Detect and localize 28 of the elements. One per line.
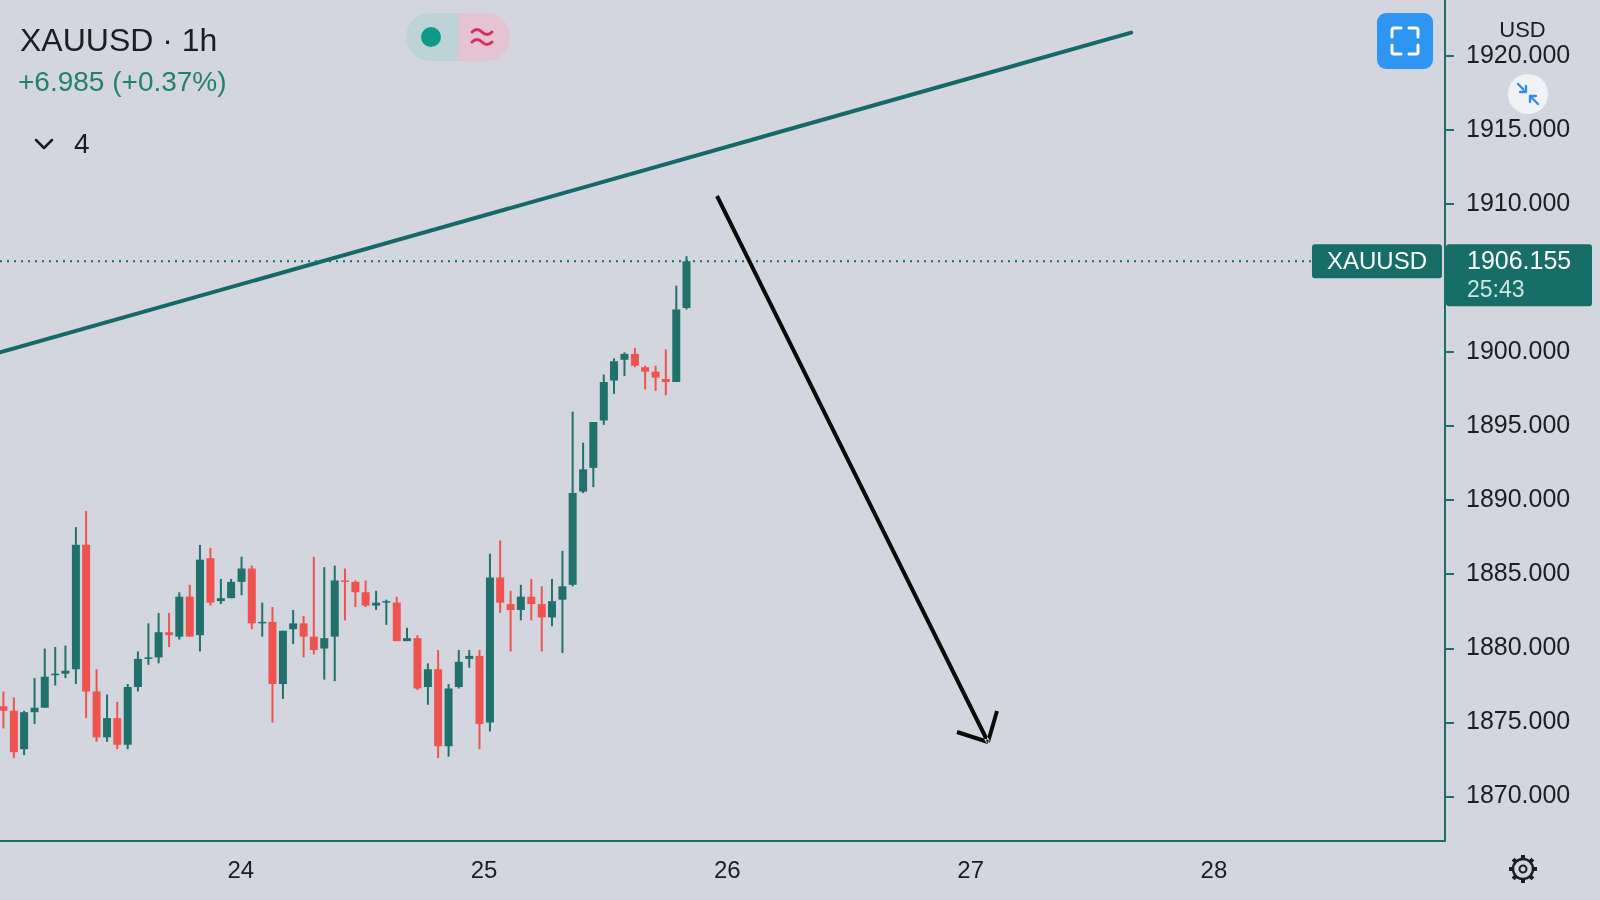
y-tick-label: 1915.000 <box>1466 114 1571 143</box>
x-tick-label: 25 <box>470 856 498 884</box>
candlestick <box>165 612 174 648</box>
y-tick-label: 1880.000 <box>1466 632 1571 661</box>
text: 25:43 <box>1467 275 1525 302</box>
x-tick-label: 28 <box>1200 856 1228 884</box>
candlestick <box>320 567 329 680</box>
ref-line-label: XAUUSD <box>1326 246 1428 274</box>
candlestick <box>382 599 391 625</box>
y-tick-label: 1885.000 <box>1466 558 1571 587</box>
text: +6.985 (+0.37%) <box>18 66 227 97</box>
y-tick-label: 1910.000 <box>1466 188 1571 217</box>
text: XAUUSD · 1h <box>20 22 218 58</box>
x-tick-label: 27 <box>957 856 984 884</box>
candlestick <box>661 349 670 396</box>
candlestick <box>144 623 153 665</box>
x-tick-label: 24 <box>227 856 255 884</box>
x-tick-label: 26 <box>714 856 741 884</box>
candlestick <box>340 568 349 621</box>
y-tick-label: 1900.000 <box>1466 336 1571 365</box>
y-tick-label: 1890.000 <box>1466 484 1571 513</box>
y-axis-title: USD <box>1498 17 1547 42</box>
text: 1906.155 <box>1467 246 1572 275</box>
y-tick-label: 1875.000 <box>1466 706 1571 735</box>
y-tick-label: 1895.000 <box>1466 410 1571 439</box>
y-tick-label: 1920.000 <box>1466 40 1571 69</box>
annotation: 4 <box>74 128 90 159</box>
y-tick-label: 1870.000 <box>1466 780 1571 809</box>
